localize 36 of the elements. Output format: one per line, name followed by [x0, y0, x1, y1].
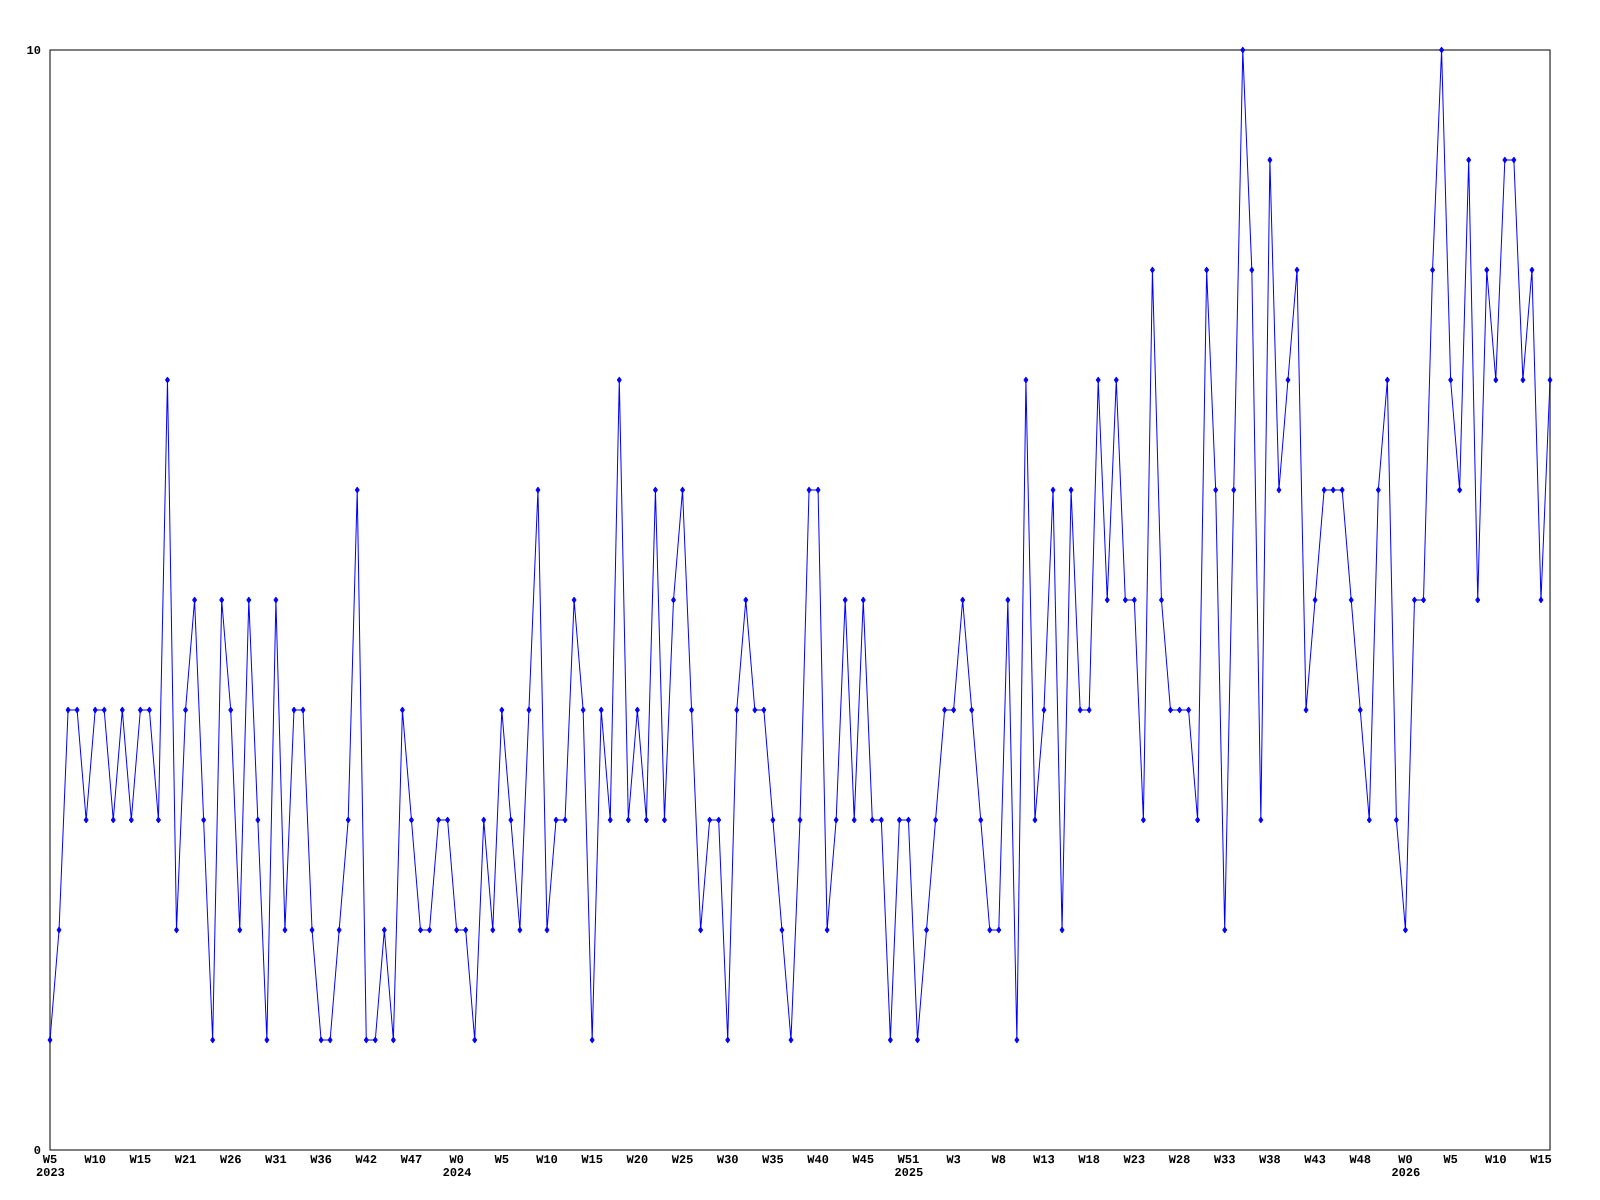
x-tick-label: W51 2025 — [895, 1155, 923, 1177]
x-tick-label: W5 — [1443, 1155, 1458, 1164]
x-tick-label: W10 — [84, 1155, 106, 1164]
x-tick-label: W36 — [310, 1155, 332, 1164]
x-tick-label: W15 — [129, 1155, 151, 1164]
x-tick-label: W43 — [1304, 1155, 1326, 1164]
x-tick-label: W38 — [1259, 1155, 1281, 1164]
x-tick-label: W28 — [1168, 1155, 1190, 1164]
x-tick-label: W15 — [1530, 1155, 1552, 1164]
x-tick-label: W20 — [626, 1155, 648, 1164]
x-tick-label: W45 — [852, 1155, 874, 1164]
x-tick-label: W35 — [762, 1155, 784, 1164]
x-tick-label: W30 — [716, 1155, 738, 1164]
x-tick-label: W5 2023 — [36, 1155, 65, 1177]
x-tick-label: W13 — [1033, 1155, 1055, 1164]
x-tick-label: W18 — [1078, 1155, 1100, 1164]
x-tick-label: W31 — [265, 1155, 287, 1164]
x-tick-label: W8 — [991, 1155, 1006, 1164]
x-tick-label: W47 — [400, 1155, 422, 1163]
x-tick-label: W33 — [1213, 1155, 1235, 1164]
x-tick-label: W15 — [581, 1155, 603, 1164]
y-tick-label: 10 — [27, 45, 41, 55]
x-tick-label: W23 — [1123, 1155, 1145, 1164]
x-tick-label: W5 — [494, 1155, 509, 1164]
x-tick-label: W10 — [1485, 1155, 1506, 1164]
y-tick-label: 0 — [34, 1145, 41, 1155]
x-tick-label: W21 — [174, 1155, 196, 1164]
x-tick-label: W26 — [219, 1155, 241, 1164]
x-tick-label: W10 — [536, 1155, 558, 1164]
x-tick-label: W3 — [946, 1155, 961, 1164]
x-tick-label: W0 2024 — [443, 1155, 472, 1177]
x-tick-label: W48 — [1349, 1155, 1371, 1164]
x-tick-label: W25 — [671, 1155, 693, 1164]
x-tick-label: W40 — [807, 1155, 829, 1164]
x-tick-label: W0 2026 — [1392, 1155, 1420, 1177]
x-tick-label: W42 — [355, 1155, 377, 1164]
